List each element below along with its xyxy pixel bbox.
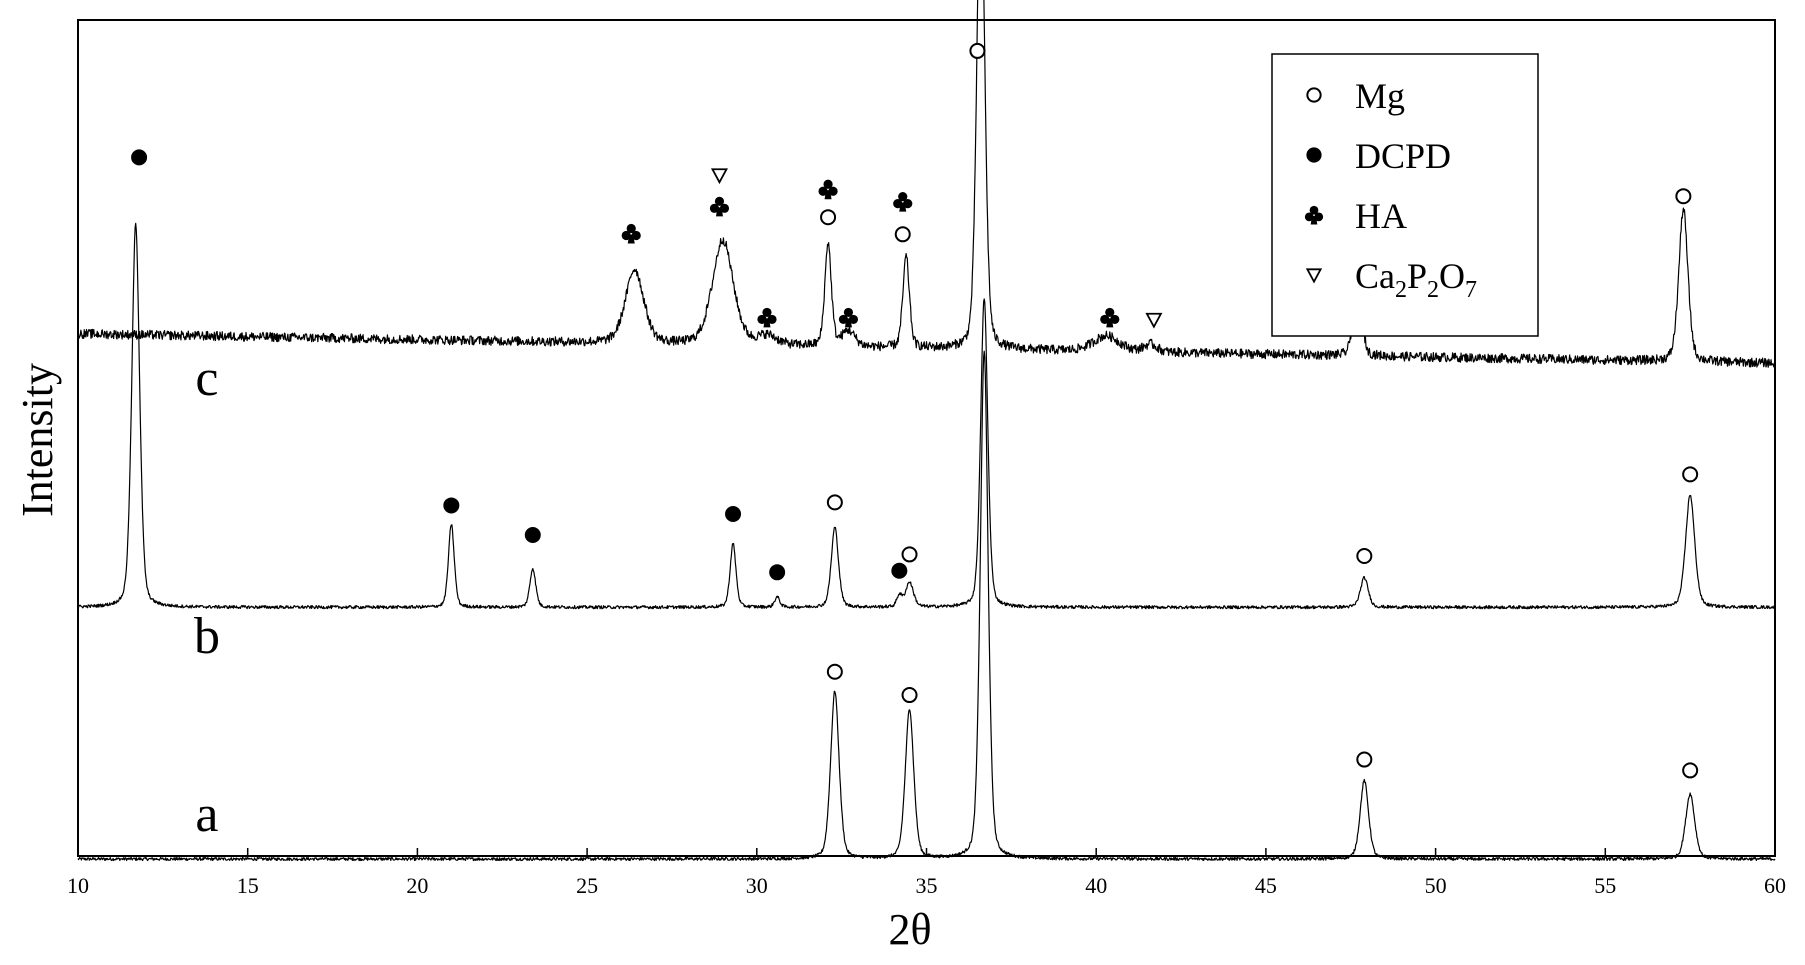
- x-tick-label: 35: [916, 873, 938, 898]
- mg-marker-icon: [1306, 87, 1322, 103]
- mg-marker-icon: [826, 663, 843, 680]
- ha-marker-icon: [757, 307, 777, 328]
- ca2p2o7-marker-icon: [710, 168, 728, 185]
- series-label-b: b: [194, 608, 220, 665]
- dcpd-marker-icon: [131, 149, 148, 166]
- ha-marker-icon: [1304, 205, 1324, 225]
- mg-marker-icon: [820, 209, 837, 226]
- x-axis-label: 2θ: [888, 905, 931, 954]
- x-tick-label: 45: [1255, 873, 1277, 898]
- x-tick-label: 10: [67, 873, 89, 898]
- legend-label: DCPD: [1355, 136, 1451, 176]
- series-line-b: [77, 222, 1776, 610]
- legend: Mg DCPD HA Ca2P2O7: [1271, 53, 1539, 337]
- series-label-a: a: [195, 786, 218, 843]
- ha-marker-icon: [893, 192, 913, 212]
- dcpd-marker-icon: [769, 564, 786, 581]
- mg-marker-icon: [894, 226, 911, 243]
- ca2p2o7-marker-icon: [1305, 268, 1323, 284]
- mg-marker-icon: [1356, 547, 1373, 564]
- x-tick-label: 55: [1594, 873, 1616, 898]
- mg-marker-icon: [901, 687, 918, 704]
- mg-marker-icon: [826, 494, 843, 511]
- dcpd-marker-icon: [524, 526, 541, 543]
- ha-marker-icon: [838, 307, 859, 328]
- peak-markers: [131, 42, 1699, 779]
- series-line-c: [77, 0, 1776, 368]
- legend-label: Ca2P2O7: [1355, 256, 1477, 303]
- legend-label: HA: [1355, 196, 1407, 236]
- dcpd-marker-icon: [725, 506, 742, 523]
- mg-marker-icon: [1682, 466, 1699, 483]
- x-tick-label: 40: [1085, 873, 1107, 898]
- dcpd-marker-icon: [443, 497, 460, 514]
- mg-marker-icon: [1675, 188, 1692, 205]
- dcpd-marker-icon: [891, 562, 908, 579]
- ha-marker-icon: [1100, 307, 1120, 328]
- mg-marker-icon: [1682, 762, 1699, 779]
- series-labels: a b c: [194, 350, 220, 843]
- x-tick-label: 50: [1425, 873, 1447, 898]
- mg-marker-icon: [1356, 751, 1373, 768]
- x-tick-label: 30: [746, 873, 768, 898]
- ha-marker-icon: [818, 179, 838, 200]
- mg-marker-icon: [901, 546, 918, 563]
- x-tick-label: 60: [1764, 873, 1786, 898]
- ca2p2o7-marker-icon: [1145, 312, 1163, 329]
- x-axis-ticks: 10 15 20 25 30 35 40 45 50 55 60: [67, 848, 1786, 898]
- ha-marker-icon: [709, 196, 730, 217]
- dcpd-marker-icon: [1306, 147, 1322, 163]
- ha-marker-icon: [621, 223, 641, 244]
- x-tick-label: 20: [406, 873, 428, 898]
- x-tick-label: 15: [237, 873, 259, 898]
- series-label-c: c: [195, 350, 218, 407]
- mg-marker-icon: [969, 42, 986, 59]
- y-axis-label: Intensity: [13, 363, 62, 517]
- x-tick-label: 25: [576, 873, 598, 898]
- legend-label: Mg: [1355, 76, 1405, 116]
